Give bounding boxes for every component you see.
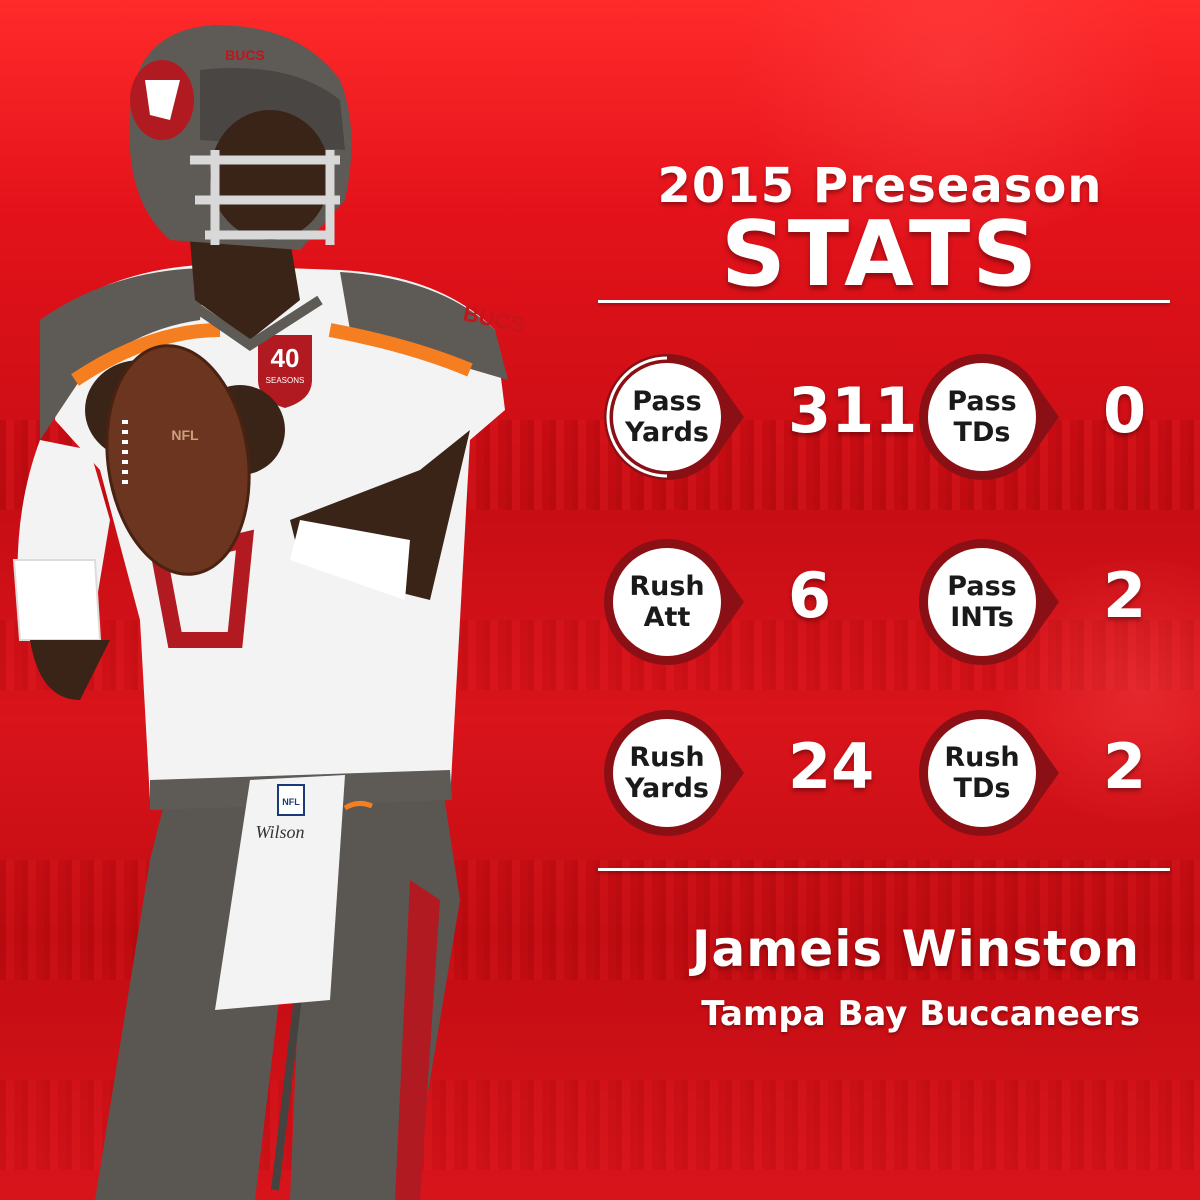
- stat-pass-yards: Pass Yards 311: [560, 352, 917, 482]
- stat-value: 0: [1103, 374, 1147, 447]
- patch-number: 40: [271, 343, 300, 373]
- stat-value: 2: [1103, 559, 1147, 632]
- stat-label: Rush TDs: [944, 741, 1020, 804]
- divider-top: [598, 300, 1170, 303]
- stat-value: 2: [1103, 730, 1147, 803]
- stat-badge: Rush Att: [602, 537, 744, 667]
- patch-subtext: SEASONS: [266, 376, 305, 385]
- stats-panel: 2015 Preseason STATS Pass Yards 311 Pass…: [560, 0, 1200, 1200]
- title-year: 2015 Preseason: [657, 158, 1103, 214]
- stat-label: Pass Yards: [624, 385, 709, 448]
- stat-label: Pass TDs: [947, 385, 1017, 448]
- stat-pass-ints: Pass INTs 2: [875, 537, 1175, 667]
- player-illustration: BUCS 40 SEASONS NFL BUCS NFL Wilson: [12, 25, 527, 1200]
- stat-badge: Rush Yards: [602, 708, 744, 838]
- football-logo-text: NFL: [171, 427, 199, 443]
- stat-rush-tds: Rush TDs 2: [875, 708, 1175, 838]
- stat-badge: Pass INTs: [917, 537, 1059, 667]
- stat-value: 6: [788, 559, 832, 632]
- stat-badge: Pass Yards: [602, 352, 744, 482]
- stat-label: Rush Yards: [624, 741, 709, 804]
- stat-label: Rush Att: [629, 570, 705, 633]
- waist-logo-text: NFL: [282, 797, 300, 807]
- stat-value: 311: [788, 374, 918, 447]
- stat-label: Pass INTs: [947, 570, 1017, 633]
- stat-value: 24: [788, 730, 875, 803]
- stat-badge: Rush TDs: [917, 708, 1059, 838]
- team-name: Tampa Bay Buccaneers: [701, 994, 1140, 1034]
- stat-rush-att: Rush Att 6: [560, 537, 860, 667]
- stat-pass-tds: Pass TDs 0: [875, 352, 1175, 482]
- helmet-text: BUCS: [225, 47, 265, 63]
- player-name: Jameis Winston: [691, 920, 1140, 978]
- stat-rush-yards: Rush Yards 24: [560, 708, 874, 838]
- stat-badge: Pass TDs: [917, 352, 1059, 482]
- towel-text: Wilson: [255, 822, 304, 842]
- divider-bottom: [598, 868, 1170, 871]
- page-title: STATS: [720, 202, 1040, 307]
